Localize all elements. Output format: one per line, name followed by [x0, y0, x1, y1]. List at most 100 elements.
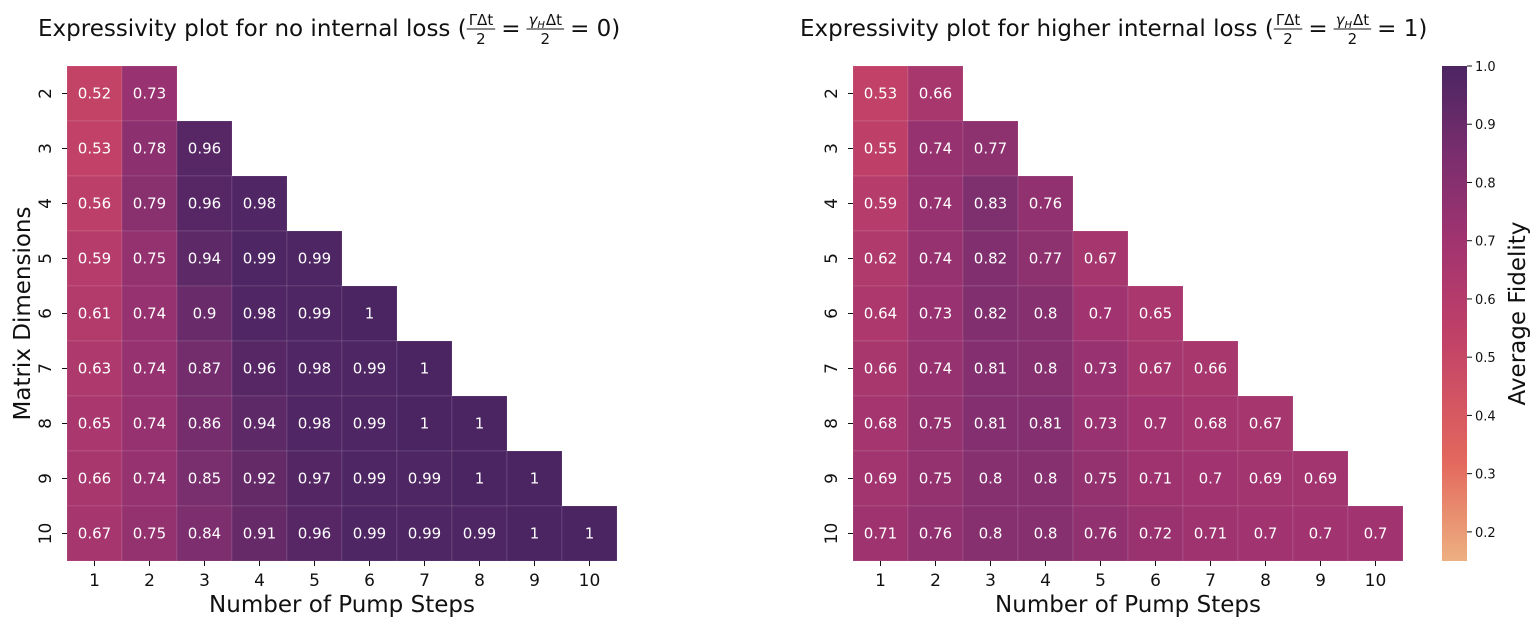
heatmap-cell — [907, 65, 964, 122]
heatmap-cell — [1017, 175, 1074, 232]
heatmap-cell — [231, 175, 288, 232]
heatmap-cell — [396, 395, 453, 452]
cell-value-label: 0.73 — [1084, 360, 1117, 378]
heatmap-cell — [1017, 340, 1074, 397]
heatmap-cell — [852, 230, 909, 287]
heatmap-cell — [1017, 450, 1074, 507]
cell-value-label: 0.71 — [864, 525, 897, 543]
heatmap-cell — [341, 340, 398, 397]
cell-value-label: 0.94 — [243, 415, 276, 433]
heatmap-cell — [121, 285, 178, 342]
heatmap-cell — [176, 120, 233, 177]
title-frac2-den: 2 — [1348, 30, 1358, 48]
heatmap-cell — [962, 285, 1019, 342]
heatmap-cell — [121, 505, 178, 562]
colorbar-tick-label: 0.3 — [1475, 468, 1496, 483]
cell-value-label: 0.66 — [1194, 360, 1227, 378]
heatmap-cell — [286, 340, 343, 397]
title-frac2-num-sub: H — [537, 20, 545, 31]
title-eq: = — [501, 16, 520, 42]
cell-value-label: 0.73 — [133, 85, 166, 103]
cell-value-label: 0.87 — [188, 360, 221, 378]
y-tick-label: 3 — [822, 143, 842, 154]
x-axis-label: Number of Pump Steps — [995, 592, 1261, 618]
heatmap-cell — [907, 175, 964, 232]
heatmap-cell — [962, 175, 1019, 232]
heatmap-cell — [1127, 450, 1184, 507]
cell-value-label: 0.76 — [1029, 195, 1062, 213]
x-tick-label: 6 — [364, 571, 375, 591]
heatmap-cell — [121, 450, 178, 507]
cell-value-label: 0.77 — [974, 140, 1007, 158]
heatmap-cell — [907, 230, 964, 287]
cell-value-label: 0.68 — [864, 415, 897, 433]
heatmap-cell — [176, 450, 233, 507]
heatmap-cell — [907, 120, 964, 177]
heatmap-cell — [907, 285, 964, 342]
cell-value-label: 0.84 — [188, 525, 221, 543]
heatmap-cell — [231, 230, 288, 287]
heatmap-cell — [341, 450, 398, 507]
heatmap-cell — [176, 230, 233, 287]
title-frac2-num-sym: γ — [1336, 11, 1346, 29]
cell-value-label: 0.67 — [1249, 415, 1282, 433]
cell-value-label: 0.7 — [1144, 415, 1168, 433]
cell-value-label: 0.53 — [864, 85, 897, 103]
cell-value-label: 0.74 — [919, 360, 952, 378]
cell-value-label: 0.96 — [188, 140, 221, 158]
cell-value-label: 0.99 — [353, 525, 386, 543]
title-suffix: = 0) — [570, 16, 620, 42]
cell-value-label: 1 — [530, 525, 540, 543]
cell-value-label: 0.82 — [974, 305, 1007, 323]
x-tick-label: 9 — [529, 571, 540, 591]
cell-value-label: 0.8 — [1034, 525, 1058, 543]
title-frac2-num-sub: H — [1344, 20, 1352, 31]
cell-value-label: 1 — [475, 415, 485, 433]
chart-title-2: Expressivity plot for higher internal lo… — [800, 16, 1274, 42]
cell-value-label: 1 — [530, 470, 540, 488]
title-frac2-num-rest: Δt — [1353, 11, 1369, 29]
cell-value-label: 0.99 — [298, 250, 331, 268]
y-tick-label: 10 — [822, 523, 842, 545]
x-tick-label: 4 — [1040, 571, 1051, 591]
heatmap-cell — [121, 175, 178, 232]
cell-value-label: 0.71 — [1194, 525, 1227, 543]
cell-value-label: 0.62 — [864, 250, 897, 268]
y-tick-label: 5 — [36, 253, 56, 264]
x-tick-label: 2 — [930, 571, 941, 591]
cell-value-label: 0.98 — [243, 195, 276, 213]
cell-value-label: 0.74 — [919, 195, 952, 213]
cell-value-label: 0.99 — [408, 470, 441, 488]
colorbar-tick-label: 0.9 — [1475, 118, 1496, 133]
cell-value-label: 0.74 — [919, 140, 952, 158]
y-tick-label: 6 — [822, 308, 842, 319]
cell-value-label: 0.96 — [243, 360, 276, 378]
cell-value-label: 0.99 — [463, 525, 496, 543]
heatmap-cell — [1292, 505, 1349, 562]
cell-value-label: 0.9 — [193, 305, 217, 323]
cell-value-label: 0.53 — [78, 140, 111, 158]
heatmap-cell — [1017, 230, 1074, 287]
y-tick-label: 2 — [822, 88, 842, 99]
heatmap-cell — [1017, 505, 1074, 562]
x-tick-label: 3 — [199, 571, 210, 591]
heatmap-cell — [286, 230, 343, 287]
x-tick-label: 4 — [254, 571, 265, 591]
heatmap-cell — [66, 340, 123, 397]
x-tick-label: 5 — [309, 571, 320, 591]
heatmap-cell — [1127, 395, 1184, 452]
x-tick-label: 1 — [89, 571, 100, 591]
y-tick-label: 2 — [36, 88, 56, 99]
cell-value-label: 0.61 — [78, 305, 111, 323]
cell-value-label: 0.81 — [974, 360, 1007, 378]
cell-value-label: 0.8 — [979, 525, 1003, 543]
y-axis-label: Matrix Dimensions — [10, 207, 36, 421]
cell-value-label: 0.85 — [188, 470, 221, 488]
cell-value-label: 0.76 — [919, 525, 952, 543]
heatmap-cell — [1127, 505, 1184, 562]
y-tick-label: 8 — [36, 418, 56, 429]
cell-value-label: 0.99 — [243, 250, 276, 268]
x-tick-label: 5 — [1095, 571, 1106, 591]
cell-value-label: 0.98 — [243, 305, 276, 323]
y-tick-label: 9 — [36, 473, 56, 484]
